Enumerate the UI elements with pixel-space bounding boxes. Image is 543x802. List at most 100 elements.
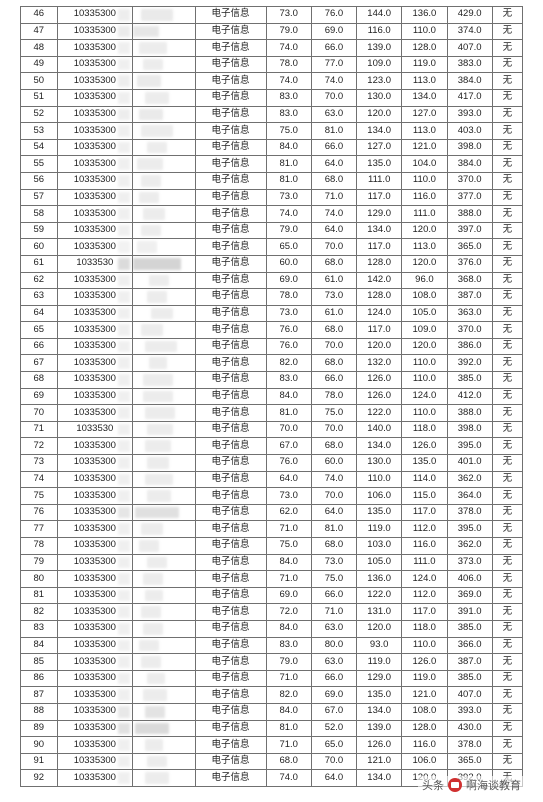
cell-index: 60 [21,239,58,256]
table-row: 8610335300电子信息71.066.0129.0119.0385.0无 [21,670,523,687]
cell-score2: 68.0 [311,255,356,272]
cell-score3: 124.0 [357,305,402,322]
cell-index: 77 [21,521,58,538]
cell-name [133,720,195,737]
cell-index: 82 [21,604,58,621]
cell-score2: 81.0 [311,521,356,538]
cell-total: 429.0 [447,7,492,24]
cell-index: 90 [21,737,58,754]
cell-score4: 121.0 [402,139,447,156]
cell-major: 电子信息 [195,255,266,272]
cell-score3: 106.0 [357,488,402,505]
cell-last: 无 [492,421,522,438]
cell-name [133,189,195,206]
cell-total: 368.0 [447,272,492,289]
cell-score4: 124.0 [402,388,447,405]
table-row: 6610335300电子信息76.070.0120.0120.0386.0无 [21,338,523,355]
cell-id: 10335300 [57,703,132,720]
cell-id: 10335300 [57,687,132,704]
cell-name [133,554,195,571]
cell-score4: 120.0 [402,255,447,272]
table-row: 8410335300电子信息83.080.093.0110.0366.0无 [21,637,523,654]
cell-index: 52 [21,106,58,123]
cell-last: 无 [492,438,522,455]
cell-score1: 84.0 [266,620,311,637]
cell-name [133,670,195,687]
cell-id: 10335300 [57,322,132,339]
cell-index: 57 [21,189,58,206]
cell-score2: 74.0 [311,73,356,90]
cell-name [133,637,195,654]
cell-total: 383.0 [447,56,492,73]
cell-score1: 70.0 [266,421,311,438]
cell-last: 无 [492,338,522,355]
cell-score1: 76.0 [266,322,311,339]
cell-last: 无 [492,73,522,90]
cell-score1: 73.0 [266,7,311,24]
table-row: 5310335300电子信息75.081.0134.0113.0403.0无 [21,123,523,140]
cell-score3: 117.0 [357,189,402,206]
cell-score3: 134.0 [357,770,402,787]
cell-last: 无 [492,272,522,289]
cell-name [133,73,195,90]
cell-name [133,305,195,322]
document-page: 4610335300电子信息73.076.0144.0136.0429.0无47… [0,0,543,802]
cell-score3: 140.0 [357,421,402,438]
cell-major: 电子信息 [195,7,266,24]
cell-id: 10335300 [57,538,132,555]
cell-id: 10335300 [57,123,132,140]
cell-score4: 126.0 [402,438,447,455]
cell-major: 电子信息 [195,355,266,372]
cell-major: 电子信息 [195,40,266,57]
cell-score3: 129.0 [357,670,402,687]
table-row: 7810335300电子信息75.068.0103.0116.0362.0无 [21,538,523,555]
cell-score4: 112.0 [402,587,447,604]
cell-score3: 110.0 [357,471,402,488]
cell-score4: 110.0 [402,23,447,40]
cell-score2: 66.0 [311,372,356,389]
cell-score4: 118.0 [402,620,447,637]
cell-id: 10335300 [57,770,132,787]
cell-score2: 81.0 [311,123,356,140]
cell-score3: 126.0 [357,372,402,389]
cell-score2: 80.0 [311,637,356,654]
cell-major: 电子信息 [195,172,266,189]
cell-score1: 82.0 [266,687,311,704]
cell-score3: 131.0 [357,604,402,621]
cell-total: 398.0 [447,139,492,156]
cell-score3: 123.0 [357,73,402,90]
cell-score1: 71.0 [266,670,311,687]
cell-score1: 69.0 [266,272,311,289]
table-row: 5710335300电子信息73.071.0117.0116.0377.0无 [21,189,523,206]
cell-last: 无 [492,56,522,73]
cell-major: 电子信息 [195,488,266,505]
cell-score1: 74.0 [266,73,311,90]
cell-score4: 105.0 [402,305,447,322]
cell-score1: 71.0 [266,521,311,538]
cell-score4: 116.0 [402,538,447,555]
cell-score4: 128.0 [402,40,447,57]
cell-id: 10335300 [57,554,132,571]
table-row: 4910335300电子信息78.077.0109.0119.0383.0无 [21,56,523,73]
cell-name [133,106,195,123]
cell-id: 10335300 [57,388,132,405]
cell-name [133,687,195,704]
cell-score4: 117.0 [402,504,447,521]
cell-score3: 136.0 [357,571,402,588]
cell-score3: 134.0 [357,703,402,720]
cell-score1: 81.0 [266,172,311,189]
cell-total: 412.0 [447,388,492,405]
cell-last: 无 [492,23,522,40]
cell-total: 406.0 [447,571,492,588]
table-row: 7210335300电子信息67.068.0134.0126.0395.0无 [21,438,523,455]
cell-total: 373.0 [447,554,492,571]
cell-total: 376.0 [447,255,492,272]
cell-score4: 110.0 [402,405,447,422]
cell-score2: 69.0 [311,23,356,40]
cell-score2: 68.0 [311,355,356,372]
cell-score2: 60.0 [311,455,356,472]
cell-last: 无 [492,172,522,189]
cell-last: 无 [492,554,522,571]
table-row: 7510335300电子信息73.070.0106.0115.0364.0无 [21,488,523,505]
cell-total: 385.0 [447,670,492,687]
